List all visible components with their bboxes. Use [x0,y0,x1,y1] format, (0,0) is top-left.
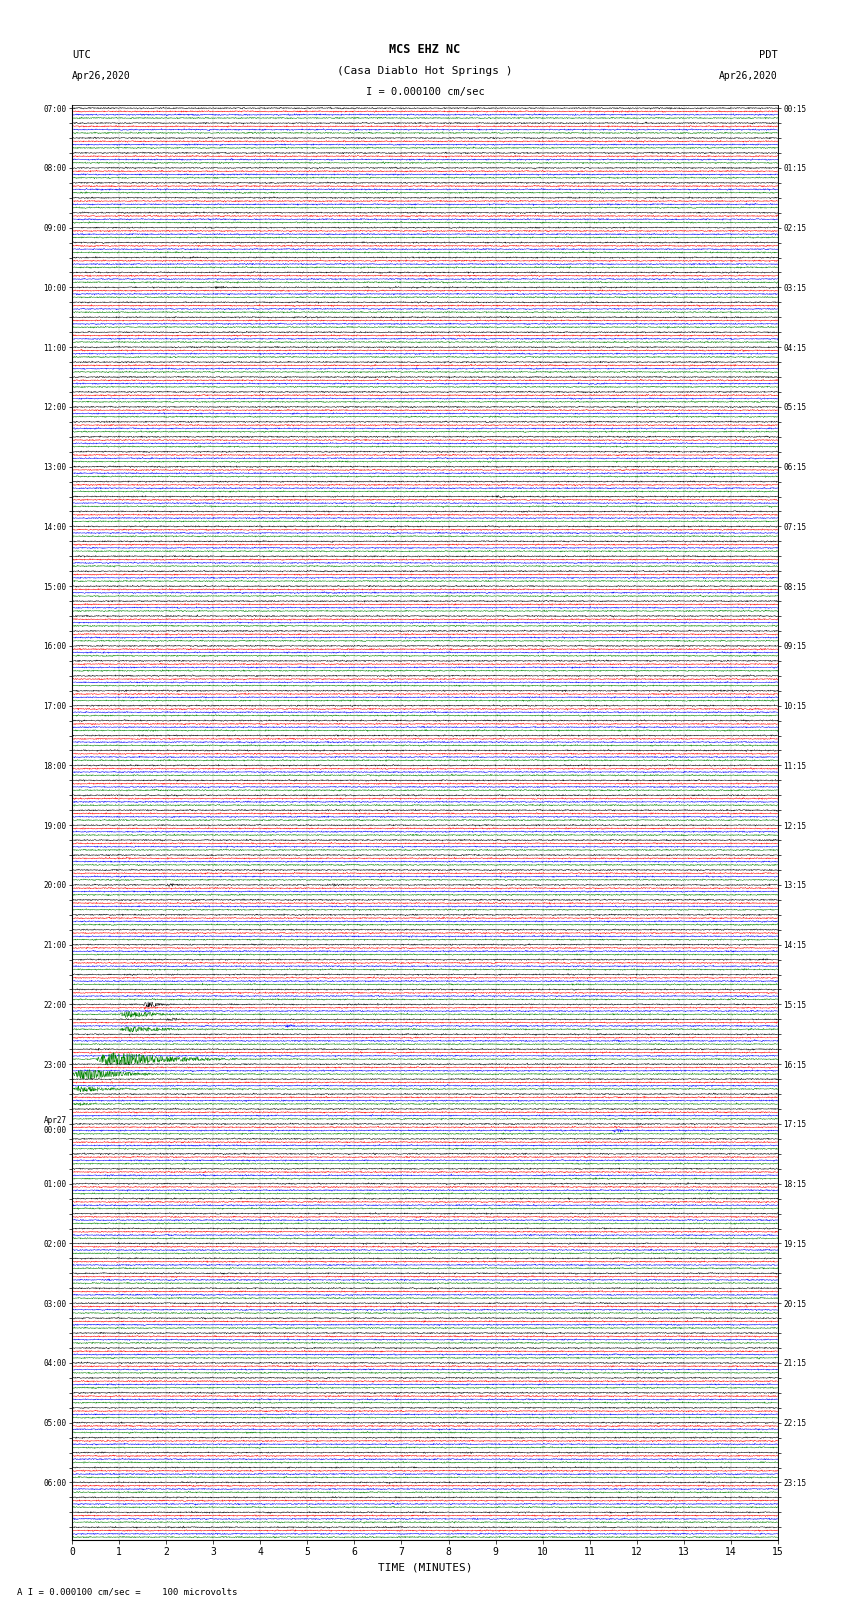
Text: UTC: UTC [72,50,91,60]
Text: A I = 0.000100 cm/sec =    100 microvolts: A I = 0.000100 cm/sec = 100 microvolts [17,1587,237,1597]
Text: MCS EHZ NC: MCS EHZ NC [389,44,461,56]
X-axis label: TIME (MINUTES): TIME (MINUTES) [377,1563,473,1573]
Text: I = 0.000100 cm/sec: I = 0.000100 cm/sec [366,87,484,97]
Text: PDT: PDT [759,50,778,60]
Text: Apr26,2020: Apr26,2020 [72,71,131,81]
Text: Apr26,2020: Apr26,2020 [719,71,778,81]
Text: (Casa Diablo Hot Springs ): (Casa Diablo Hot Springs ) [337,66,513,76]
